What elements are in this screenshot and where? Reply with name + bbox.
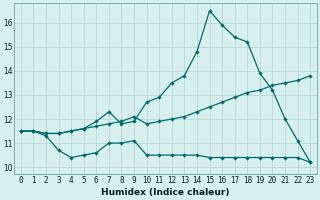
X-axis label: Humidex (Indice chaleur): Humidex (Indice chaleur) bbox=[101, 188, 230, 197]
